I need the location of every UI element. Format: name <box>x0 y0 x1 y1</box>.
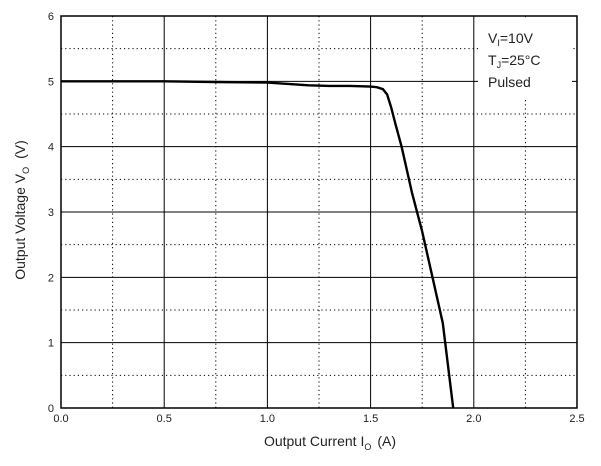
annotation-line: TJ=25°C <box>488 52 541 70</box>
x-axis-label-text: Output Current I <box>264 433 364 449</box>
annotation-rest: =25°C <box>501 52 540 68</box>
y-axis-label-unit: (V) <box>12 140 28 159</box>
y-axis-label: Output Voltage VO (V) <box>12 140 31 280</box>
plot-frame <box>60 15 578 409</box>
y-tick-label: 0 <box>48 403 54 415</box>
y-axis-label-subscript: O <box>21 167 31 174</box>
annotation-line: Pulsed <box>488 74 531 90</box>
x-tick-label: 0.5 <box>157 413 172 425</box>
y-tick-label: 3 <box>48 207 54 219</box>
annotation-subscript: I <box>497 38 500 48</box>
series-line <box>61 80 455 409</box>
annotation-subscript: J <box>497 60 502 70</box>
x-tick-label: 1.5 <box>363 413 378 425</box>
annotation-main: Pulsed <box>488 74 531 90</box>
annotation-line: VI=10V <box>488 30 534 48</box>
y-tick-label: 2 <box>48 272 54 284</box>
curve <box>61 80 455 409</box>
y-tick-label: 6 <box>48 11 54 23</box>
y-tick-label: 5 <box>48 76 54 88</box>
x-tick-label: 2.5 <box>569 413 584 425</box>
annotation-background <box>478 20 572 98</box>
tick-labels: 0.0 0.5 1.0 1.5 2.0 2.5 0 1 2 3 4 5 6 <box>48 11 585 425</box>
x-tick-label: 2.0 <box>466 413 481 425</box>
x-axis-label: Output Current IO (A) <box>264 433 396 452</box>
annotation-rest: =10V <box>500 30 534 46</box>
annotation-main: V <box>488 30 498 46</box>
y-tick-label: 1 <box>48 338 54 350</box>
x-axis-label-unit: (A) <box>377 433 396 449</box>
x-tick-label: 0.0 <box>53 413 68 425</box>
y-tick-label: 4 <box>48 142 54 154</box>
annotation-main: T <box>488 52 497 68</box>
x-axis-label-subscript: O <box>364 442 371 452</box>
y-axis-label-text: Output Voltage V <box>12 173 28 280</box>
x-tick-label: 1.0 <box>260 413 275 425</box>
